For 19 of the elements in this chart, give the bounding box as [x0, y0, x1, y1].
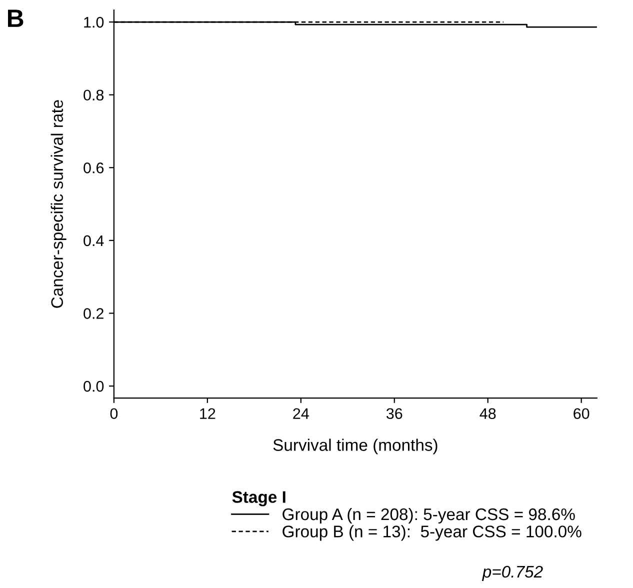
- x-tick-label: 48: [480, 408, 496, 420]
- y-tick-label: 0.0: [84, 380, 104, 392]
- x-tick-label: 36: [386, 408, 402, 420]
- text: p=0.752: [482, 566, 543, 581]
- x-tick-label: 24: [293, 408, 309, 419]
- x-tick-label: 12: [200, 408, 216, 419]
- y-tick-label: 1.0: [84, 16, 104, 28]
- y-tick-label: 0.2: [84, 308, 104, 319]
- x-tick-label: 60: [574, 408, 590, 420]
- text: B: [8, 10, 24, 27]
- legend-label: Group A (n = 208): 5-year CSS = 98.6%: [282, 508, 575, 524]
- x-tick-label: 0: [110, 408, 118, 420]
- y-tick-label: 0.6: [84, 162, 104, 174]
- y-tick-label: 0.8: [84, 90, 104, 101]
- legend-label: Group B (n = 13): 5-year CSS = 100.0%: [282, 525, 582, 541]
- y-axis-title: Cancer-specific survival rate: [50, 100, 66, 308]
- y-tick-label: 0.4: [84, 235, 104, 246]
- x-axis-title: Survival time (months): [273, 438, 438, 454]
- legend-title: Stage I: [232, 491, 286, 506]
